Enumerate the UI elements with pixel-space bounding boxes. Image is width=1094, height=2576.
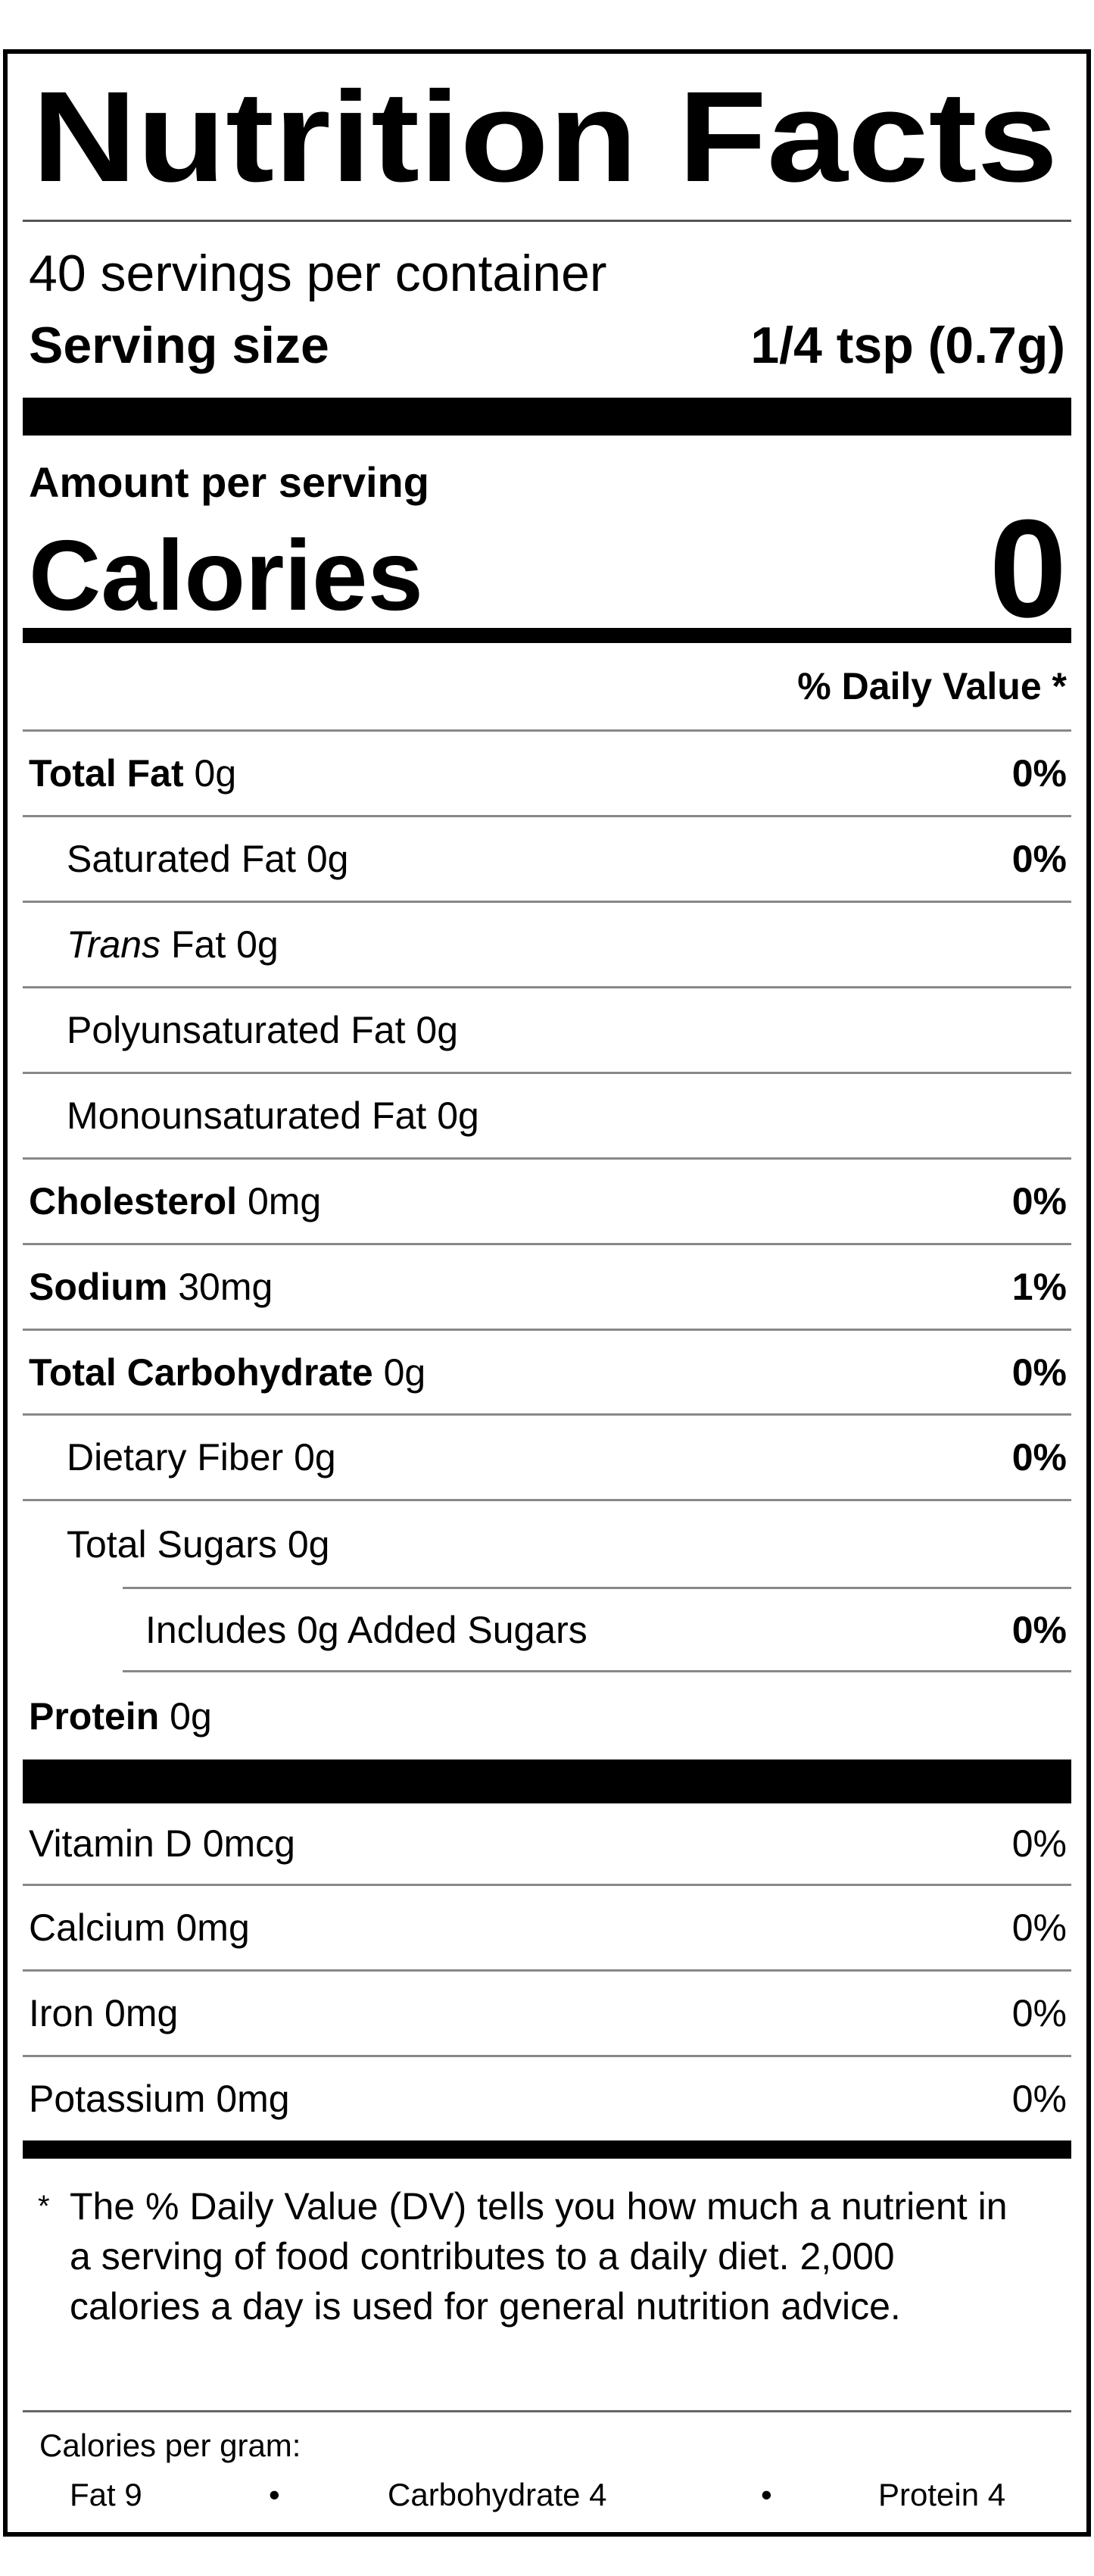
- medium-divider: [23, 628, 1071, 643]
- nutrients-6-amount: 30mg: [178, 1266, 273, 1308]
- vitamins-0-name: Vitamin D 0mcg: [29, 1822, 295, 1865]
- calories-label: Calories: [29, 520, 423, 631]
- nutrients-7-dv: 0%: [1011, 1350, 1067, 1394]
- footnote: * The % Daily Value (DV) tells you how m…: [23, 2159, 1071, 2412]
- bullet-separator: •: [269, 2477, 280, 2512]
- nutrients-6-name: Sodium: [29, 1266, 168, 1308]
- nutrient-row-added-sugars: Includes 0g Added Sugars 0%: [123, 1587, 1071, 1672]
- nutrients-0-amount: 0g: [194, 752, 237, 795]
- vitamin-row-iron: Iron 0mg 0%: [23, 1972, 1071, 2057]
- nutrient-row-total-sugars: Total Sugars 0g: [23, 1501, 1071, 1587]
- footnote-text: The % Daily Value (DV) tells you how muc…: [70, 2185, 1008, 2328]
- nutrients-10-dv: 0%: [1011, 1608, 1067, 1651]
- calories-value: 0: [989, 490, 1067, 646]
- nutrients-8-name: Dietary Fiber: [67, 1436, 284, 1478]
- nutrients-10-name: Includes 0g Added Sugars: [145, 1608, 588, 1651]
- nutrients-2-suffix: Fat 0g: [171, 923, 279, 966]
- nutrient-row-total-carbohydrate: Total Carbohydrate 0g 0%: [23, 1331, 1071, 1416]
- nutrients-4-name: Monounsaturated Fat: [67, 1094, 427, 1137]
- nutrient-row-trans-fat: Trans Fat 0g: [23, 903, 1071, 988]
- vitamin-row-potassium: Potassium 0mg 0%: [23, 2057, 1071, 2140]
- bullet-separator: •: [761, 2477, 772, 2512]
- nutrients-5-dv: 0%: [1011, 1180, 1067, 1222]
- fat-calories: Fat 9: [70, 2477, 142, 2512]
- vitamin-row-vitamin-d: Vitamin D 0mcg 0%: [23, 1803, 1071, 1886]
- vitamins-0-dv: 0%: [1011, 1822, 1067, 1865]
- nutrients-4-amount: 0g: [437, 1094, 479, 1137]
- nutrients-7-amount: 0g: [383, 1350, 426, 1394]
- medium-divider: [23, 2140, 1071, 2159]
- vitamins-2-dv: 0%: [1011, 1992, 1067, 2034]
- serving-size: Serving size 1/4 tsp (0.7g): [29, 317, 1065, 374]
- nutrients-2-name: Trans: [67, 923, 161, 966]
- nutrients-0-name: Total Fat: [29, 752, 184, 795]
- vitamin-row-calcium: Calcium 0mg 0%: [23, 1886, 1071, 1972]
- nutrient-row-total-fat: Total Fat 0g 0%: [23, 732, 1071, 817]
- protein-calories: Protein 4: [878, 2477, 1006, 2512]
- nutrients-3-name: Polyunsaturated Fat: [67, 1009, 406, 1051]
- nutrients-1-amount: 0g: [306, 838, 349, 880]
- nutrients-5-amount: 0mg: [247, 1180, 322, 1222]
- title-section: Nutrition Facts: [23, 54, 1071, 222]
- servings-per-container: 40 servings per container: [29, 245, 607, 302]
- vitamins-3-dv: 0%: [1011, 2078, 1067, 2120]
- nutrients-11-name: Protein: [29, 1694, 160, 1738]
- vitamins-2-name: Iron 0mg: [29, 1992, 179, 2034]
- thick-divider: [23, 1759, 1071, 1803]
- label-title: Nutrition Facts: [32, 65, 1058, 209]
- nutrients-9-name: Total Sugars: [67, 1522, 277, 1566]
- nutrient-row-polyunsaturated-fat: Polyunsaturated Fat 0g: [23, 988, 1071, 1074]
- nutrient-row-cholesterol: Cholesterol 0mg 0%: [23, 1160, 1071, 1245]
- vitamins-3-name: Potassium 0mg: [29, 2078, 290, 2120]
- nutrients-0-dv: 0%: [1011, 752, 1067, 795]
- carbohydrate-calories: Carbohydrate 4: [388, 2477, 607, 2512]
- amount-per-serving: Amount per serving: [29, 458, 429, 506]
- nutrition-facts-label: Nutrition Facts 40 servings per containe…: [3, 49, 1091, 2537]
- nutrient-row-dietary-fiber: Dietary Fiber 0g 0%: [23, 1416, 1071, 1501]
- nutrient-row-monounsaturated-fat: Monounsaturated Fat 0g: [23, 1074, 1071, 1160]
- nutrients-8-amount: 0g: [294, 1436, 336, 1478]
- vitamins-1-dv: 0%: [1011, 1906, 1067, 1949]
- nutrients-8-dv: 0%: [1011, 1436, 1067, 1478]
- serving-size-label: Serving size: [29, 317, 329, 374]
- nutrients-1-dv: 0%: [1011, 838, 1067, 880]
- nutrients-11-amount: 0g: [170, 1694, 212, 1738]
- servings-section: 40 servings per container Serving size 1/…: [23, 222, 1071, 398]
- nutrient-row-sodium: Sodium 30mg 1%: [23, 1245, 1071, 1331]
- nutrients-5-name: Cholesterol: [29, 1180, 238, 1222]
- nutrients-9-amount: 0g: [287, 1522, 330, 1566]
- daily-value-header-text: % Daily Value *: [797, 665, 1067, 707]
- thick-divider: [23, 398, 1071, 436]
- calories-section: Amount per serving Calories 0: [23, 436, 1071, 638]
- calories-per-gram-label: Calories per gram:: [39, 2428, 301, 2463]
- vitamins-1-name: Calcium 0mg: [29, 1906, 250, 1949]
- nutrients-3-amount: 0g: [416, 1009, 459, 1051]
- nutrient-row-protein: Protein 0g: [23, 1672, 1071, 1759]
- serving-size-value: 1/4 tsp (0.7g): [750, 317, 1065, 374]
- daily-value-header: % Daily Value *: [23, 643, 1071, 732]
- nutrients-6-dv: 1%: [1011, 1266, 1067, 1308]
- nutrient-row-saturated-fat: Saturated Fat 0g 0%: [23, 817, 1071, 903]
- calories-per-gram: Calories per gram: Fat 9 • Carbohydrate …: [23, 2412, 1071, 2526]
- footnote-marker: *: [38, 2190, 50, 2223]
- nutrients-7-name: Total Carbohydrate: [29, 1350, 373, 1394]
- nutrients-1-name: Saturated Fat: [67, 838, 296, 880]
